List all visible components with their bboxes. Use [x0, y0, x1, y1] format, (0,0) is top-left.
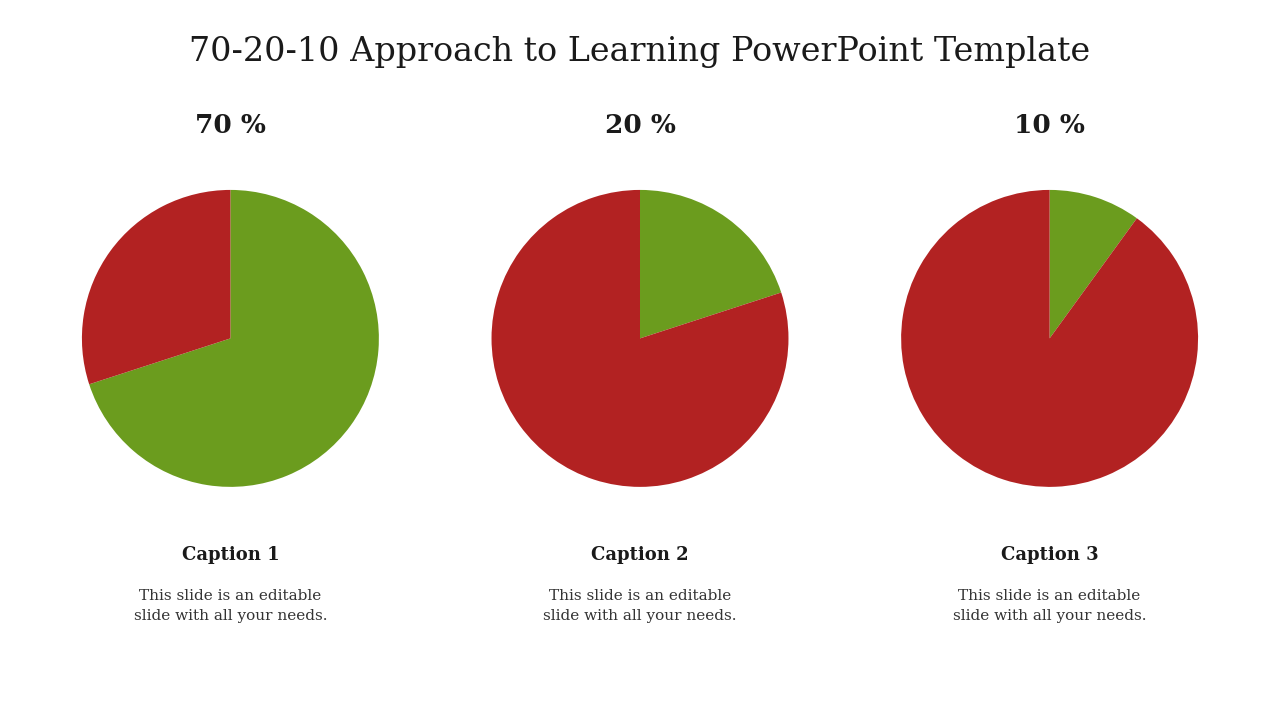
Text: Caption 3: Caption 3 — [1001, 546, 1098, 564]
Text: Caption 2: Caption 2 — [591, 546, 689, 564]
Text: 10 %: 10 % — [1014, 113, 1085, 138]
Wedge shape — [640, 190, 781, 338]
Wedge shape — [90, 190, 379, 487]
Wedge shape — [82, 190, 230, 384]
Text: 70 %: 70 % — [195, 113, 266, 138]
Text: This slide is an editable
slide with all your needs.: This slide is an editable slide with all… — [543, 589, 737, 624]
Wedge shape — [901, 190, 1198, 487]
Text: This slide is an editable
slide with all your needs.: This slide is an editable slide with all… — [133, 589, 328, 624]
Text: This slide is an editable
slide with all your needs.: This slide is an editable slide with all… — [952, 589, 1147, 624]
Wedge shape — [1050, 190, 1137, 338]
Text: 20 %: 20 % — [604, 113, 676, 138]
Wedge shape — [492, 190, 788, 487]
Text: Caption 1: Caption 1 — [182, 546, 279, 564]
Text: 70-20-10 Approach to Learning PowerPoint Template: 70-20-10 Approach to Learning PowerPoint… — [189, 36, 1091, 68]
